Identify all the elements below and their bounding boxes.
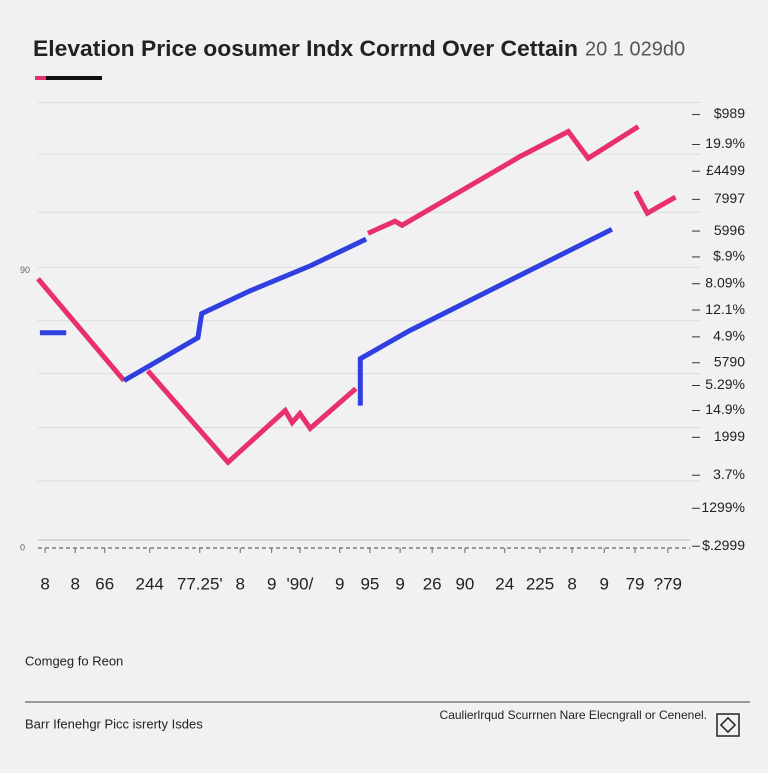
footer-right: Caulierlrqud Scurrnen Nare Elecngrall or… [440,708,707,722]
y-tick-label: 3.7% [713,466,745,482]
x-tick-label: 9 [600,574,609,593]
series-line [36,124,677,466]
y-tick-label: 19.9% [705,135,745,151]
footer-icon[interactable] [716,713,740,737]
x-tick-label: 24 [495,574,514,593]
x-tick-label: 77.25' [177,574,223,593]
y-tick-label: 5996 [714,222,745,238]
x-tick-label: 8 [71,574,80,593]
y-tick-label: 1299% [701,499,745,515]
x-tick-label: 66 [95,574,114,593]
x-tick-label: 8 [40,574,49,593]
x-tick-label: 95 [360,574,379,593]
x-tick-label: 8 [567,574,576,593]
y-tick-label: 7997 [714,190,745,206]
x-tick-label: 244 [136,574,164,593]
footer-left: Barr Ifenehgr Picc isrerty Isdes [25,716,203,731]
y-tick-label: 14.9% [705,401,745,417]
note: Comgeg fo Reon [25,653,123,668]
x-tick-label: 9 [395,574,404,593]
series-line [39,227,614,406]
y-tick-label: 5790 [714,353,745,369]
x-tick-label: 79 [626,574,645,593]
y-tick-label: 12.1% [705,301,745,317]
x-tick-label: '90/ [286,574,313,593]
y-tick-label: £4499 [706,162,745,178]
x-tick-label: 225 [526,574,554,593]
y-tick-label: $989 [714,105,745,121]
footer-icon-glyph [719,716,737,734]
x-tick-label: 9 [267,574,276,593]
x-tick-label: 9 [335,574,344,593]
y-tick-label: $.2999 [702,537,745,553]
y-tick-label: 1999 [714,428,745,444]
left-tick-label: 90 [20,265,30,275]
y-tick-label: $.9% [713,248,745,264]
y-tick-label: 4.9% [713,328,745,344]
x-tick-label: 8 [235,574,244,593]
x-tick-label: 90 [455,574,474,593]
x-tick-label: 26 [423,574,442,593]
chart-subtitle: 20 1 029d0 [585,38,685,60]
x-tick-label: ?79 [654,574,682,593]
y-tick-label: 5.29% [705,376,745,392]
left-tick-label: 0 [20,542,25,552]
chart-title: Elevation Price oosumer Indx Corrnd Over… [33,36,578,61]
y-tick-label: 8.09% [705,274,745,290]
